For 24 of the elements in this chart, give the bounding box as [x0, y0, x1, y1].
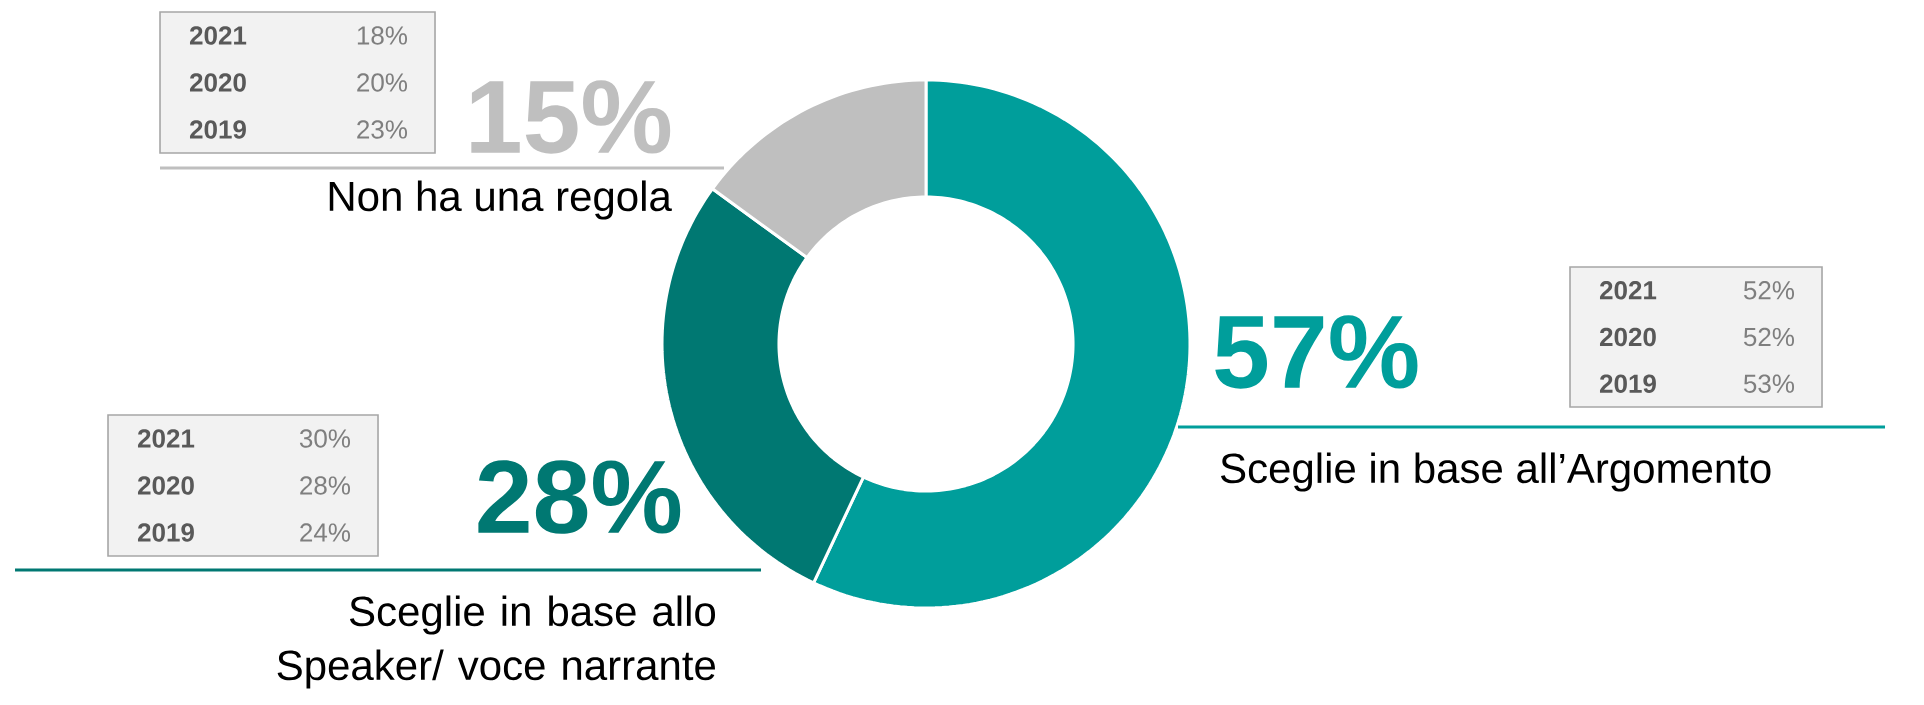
- text: 2019: [137, 523, 194, 542]
- text: 2021: [189, 26, 247, 45]
- slice-label: Sceglie in base all’Argomento: [1220, 452, 1771, 492]
- text: 52%: [1743, 281, 1795, 300]
- text: 2020: [189, 73, 246, 92]
- text: 2021: [137, 429, 195, 448]
- data-label: 15%: [471, 80, 671, 154]
- text: 20%: [357, 73, 408, 92]
- slice-label: Sceglie in base allo Speaker/ voce narrante: [277, 595, 716, 689]
- data-label: 28%: [478, 460, 681, 534]
- data-label: 57%: [1215, 315, 1418, 389]
- text: 2020: [1599, 327, 1656, 347]
- text: 2021: [1599, 281, 1657, 300]
- text: 52%: [1743, 327, 1795, 347]
- text: 2019: [1599, 374, 1656, 393]
- text: 18%: [357, 26, 408, 45]
- text: 2019: [189, 120, 246, 139]
- text: 30%: [299, 429, 351, 448]
- text: 23%: [357, 120, 408, 139]
- text: 28%: [300, 476, 351, 495]
- text: 53%: [1743, 374, 1795, 393]
- slice-label: Non ha una regola: [329, 180, 672, 220]
- text: 24%: [300, 523, 351, 542]
- text: 2020: [137, 476, 194, 495]
